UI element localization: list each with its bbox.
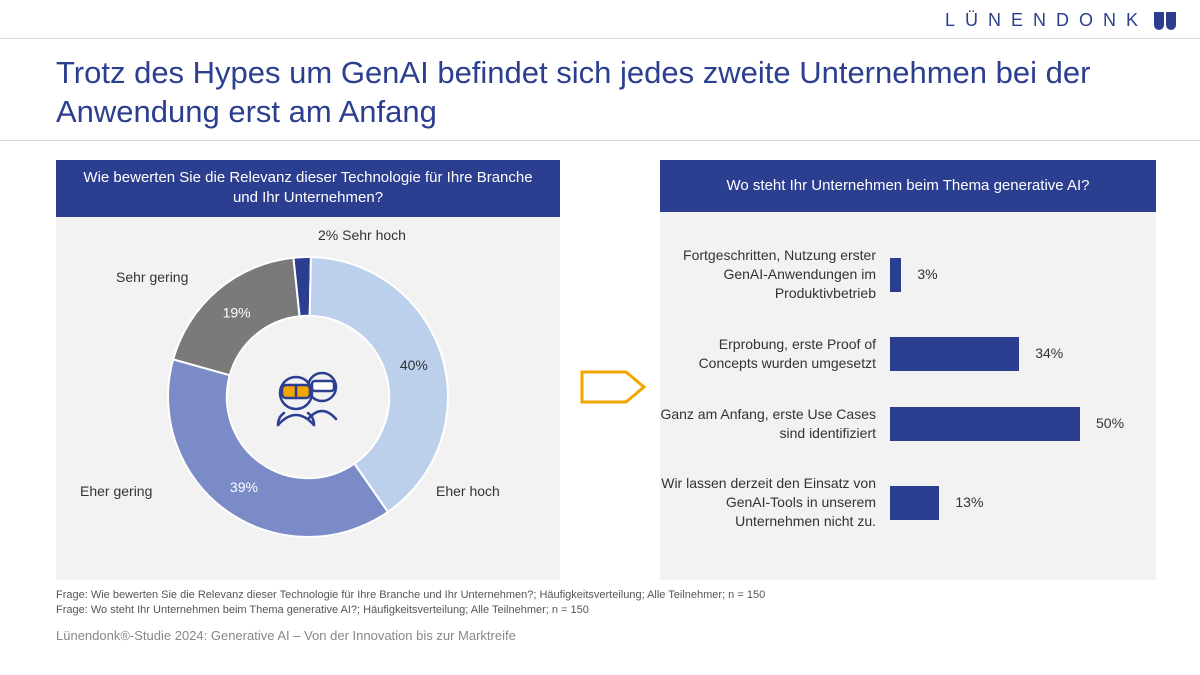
donut-category-label: Eher hoch <box>436 483 500 499</box>
donut-category-label: 2% Sehr hoch <box>318 227 406 243</box>
bar-row: Wir lassen derzeit den Einsatz von GenAI… <box>660 474 1126 531</box>
bar-list: Fortgeschritten, Nutzung erster GenAI-An… <box>660 212 1156 531</box>
bar-track: 50% <box>890 407 1080 441</box>
bar-row: Fortgeschritten, Nutzung erster GenAI-An… <box>660 246 1126 303</box>
bar-fill <box>890 407 1080 441</box>
bar-value: 13% <box>955 494 983 510</box>
brand-text: LÜNENDONK <box>945 10 1148 31</box>
slide: LÜNENDONK Trotz des Hypes um GenAI befin… <box>0 0 1200 675</box>
bar-panel-body: Fortgeschritten, Nutzung erster GenAI-An… <box>660 212 1156 578</box>
footnote-line: Frage: Wo steht Ihr Unternehmen beim The… <box>56 603 765 618</box>
donut-category-label: Eher gering <box>80 483 152 499</box>
bar-panel: Wo steht Ihr Unternehmen beim Thema gene… <box>660 160 1156 580</box>
footnotes: Frage: Wie bewerten Sie die Relevanz die… <box>56 588 765 619</box>
bar-panel-title: Wo steht Ihr Unternehmen beim Thema gene… <box>660 160 1156 212</box>
bar-track: 13% <box>890 486 1080 520</box>
arrow-icon <box>580 370 646 404</box>
bar-track: 34% <box>890 337 1080 371</box>
brand-quotes-icon <box>1154 12 1176 30</box>
bar-track: 3% <box>890 258 1080 292</box>
donut-category-label: Sehr gering <box>116 269 188 285</box>
bar-value: 34% <box>1035 345 1063 361</box>
title-rule <box>0 140 1200 141</box>
footnote-line: Frage: Wie bewerten Sie die Relevanz die… <box>56 588 765 603</box>
donut-panel: Wie bewerten Sie die Relevanz dieser Tec… <box>56 160 560 580</box>
brand-logo: LÜNENDONK <box>945 10 1176 31</box>
vr-headset-users-icon <box>278 373 336 425</box>
bar-row: Erprobung, erste Proof of Concepts wurde… <box>660 335 1126 373</box>
bar-fill <box>890 486 939 520</box>
bar-value: 50% <box>1096 415 1124 431</box>
bar-label: Ganz am Anfang, erste Use Cases sind ide… <box>660 405 890 443</box>
source-line: Lünendonk®-Studie 2024: Generative AI – … <box>56 628 516 643</box>
donut-percent-label: 39% <box>230 479 258 495</box>
donut-percent-label: 40% <box>400 357 428 373</box>
donut-slice <box>168 359 388 537</box>
bar-value: 3% <box>917 266 937 282</box>
bar-label: Erprobung, erste Proof of Concepts wurde… <box>660 335 890 373</box>
donut-chart: 40% 39% 19% <box>158 247 458 547</box>
donut-panel-title: Wie bewerten Sie die Relevanz dieser Tec… <box>56 160 560 217</box>
bar-fill <box>890 258 901 292</box>
bar-label: Fortgeschritten, Nutzung erster GenAI-An… <box>660 246 890 303</box>
bar-row: Ganz am Anfang, erste Use Cases sind ide… <box>660 405 1126 443</box>
donut-panel-body: 40% 39% 19% 2% Sehr hoch Eher hoch Eher geri… <box>56 217 560 583</box>
bar-fill <box>890 337 1019 371</box>
page-title: Trotz des Hypes um GenAI befindet sich j… <box>56 54 1140 132</box>
donut-percent-label: 19% <box>223 304 251 320</box>
top-rule <box>0 38 1200 39</box>
bar-label: Wir lassen derzeit den Einsatz von GenAI… <box>660 474 890 531</box>
